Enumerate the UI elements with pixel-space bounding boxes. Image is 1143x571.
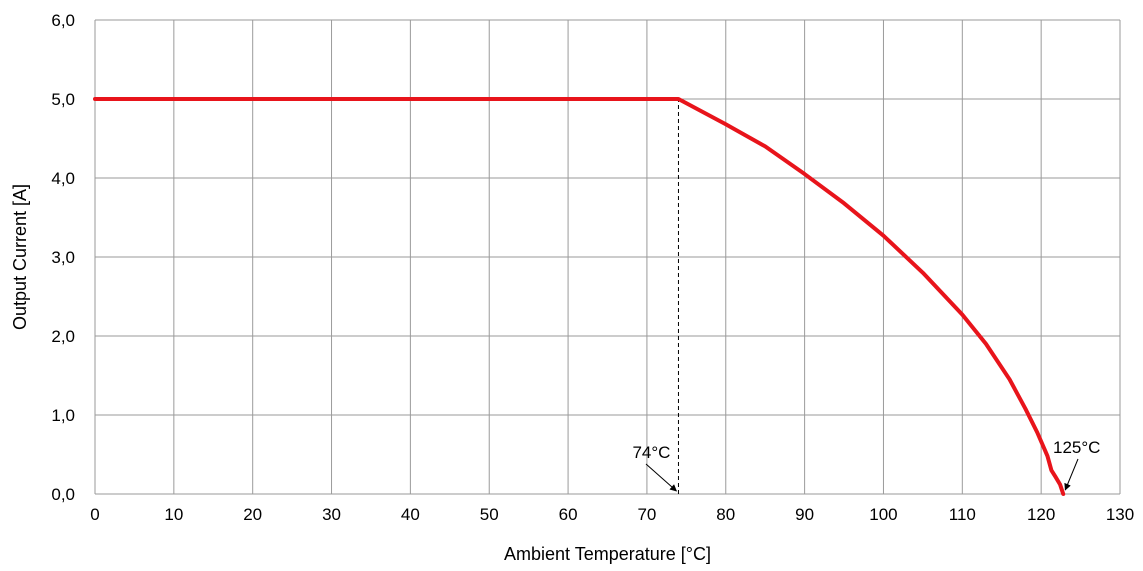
x-tick-label: 80 (716, 505, 735, 524)
series-line-output-current (93, 97, 1066, 496)
x-tick-label: 10 (164, 505, 183, 524)
x-tick-label: 70 (637, 505, 656, 524)
x-tick-label: 20 (243, 505, 262, 524)
x-axis-label: Ambient Temperature [°C] (504, 544, 711, 564)
annotations: 74°C 125°C (632, 438, 1100, 492)
annotation-74c: 74°C (632, 443, 670, 462)
y-tick-label: 5,0 (51, 90, 75, 109)
x-tick-label: 30 (322, 505, 341, 524)
annotation-125c: 125°C (1053, 438, 1100, 457)
x-tick-label: 50 (480, 505, 499, 524)
x-tick-label: 40 (401, 505, 420, 524)
annotation-125c-arrow (1064, 458, 1079, 491)
x-tick-label: 0 (90, 505, 99, 524)
y-tick-label: 3,0 (51, 248, 75, 267)
x-tick-label: 60 (559, 505, 578, 524)
tick-labels: 0 10 20 30 40 50 60 70 80 90 100 110 120 130 0,0 1,0 2,0… (51, 11, 1134, 524)
y-tick-label: 4,0 (51, 169, 75, 188)
x-tick-label: 110 (949, 505, 976, 524)
y-tick-label: 1,0 (51, 406, 75, 425)
grid (94, 19, 1121, 495)
y-tick-label: 2,0 (51, 327, 75, 346)
annotation-74c-arrow (645, 463, 677, 492)
x-tick-label: 90 (795, 505, 814, 524)
y-tick-label: 0,0 (51, 485, 75, 504)
y-tick-label: 6,0 (51, 11, 75, 30)
x-tick-label: 130 (1106, 505, 1134, 524)
series-layer (93, 97, 1066, 496)
y-axis-label: Output Current [A] (10, 184, 30, 330)
x-tick-label: 120 (1027, 505, 1055, 524)
x-tick-label: 100 (869, 505, 897, 524)
